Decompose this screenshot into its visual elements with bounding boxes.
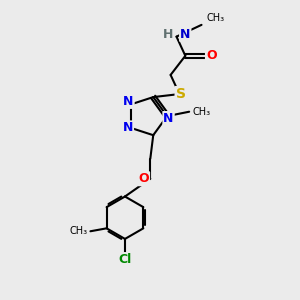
Text: O: O (206, 49, 217, 62)
Text: S: S (176, 87, 186, 101)
Text: N: N (180, 28, 190, 41)
Text: H: H (163, 28, 173, 41)
Text: CH₃: CH₃ (192, 107, 210, 117)
Text: CH₃: CH₃ (207, 13, 225, 22)
Text: CH₃: CH₃ (70, 226, 88, 236)
Text: N: N (123, 122, 133, 134)
Text: N: N (164, 112, 174, 125)
Text: O: O (139, 172, 149, 185)
Text: N: N (123, 95, 134, 108)
Text: Cl: Cl (118, 253, 132, 266)
